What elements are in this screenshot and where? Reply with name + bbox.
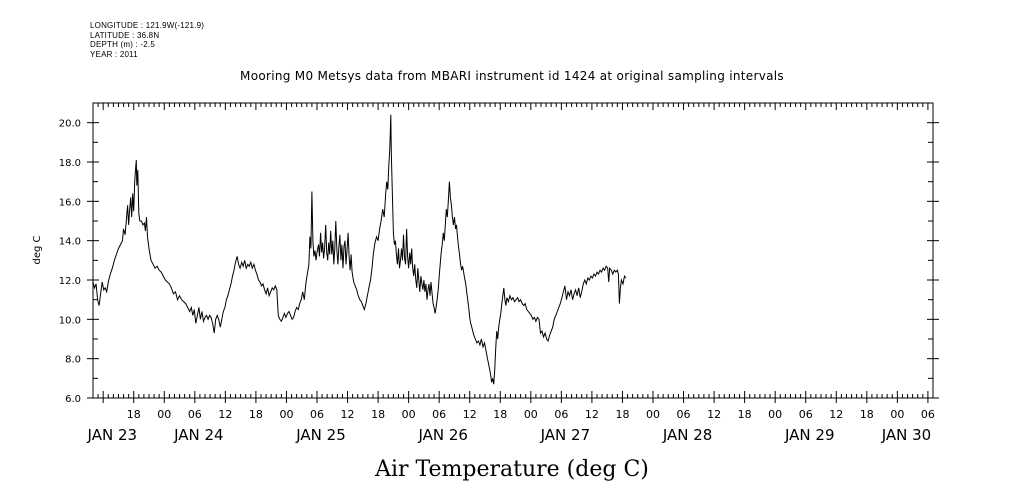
y-tick-label: 8.0 — [65, 355, 81, 366]
x-tick-label: 18 — [860, 408, 874, 421]
x-tick-label: 00 — [890, 408, 904, 421]
latitude-text: LATITUDE : 36.8N — [90, 30, 160, 40]
x-tick-label: 18 — [249, 408, 263, 421]
x-day-label: JAN 29 — [784, 426, 835, 444]
x-tick-label: 06 — [677, 408, 691, 421]
x-day-label: JAN 25 — [295, 426, 346, 444]
x-tick-label: 06 — [921, 408, 935, 421]
series-line-air-temperature — [92, 114, 627, 385]
x-tick-label: 12 — [463, 408, 477, 421]
x-tick-label: 18 — [493, 408, 507, 421]
plot-frame — [92, 102, 934, 399]
y-tick-label: 18.0 — [59, 158, 81, 169]
x-day-label: JAN 30 — [881, 426, 932, 444]
x-tick-label: 06 — [188, 408, 202, 421]
x-day-label: JAN 27 — [540, 426, 591, 444]
x-tick-label: 00 — [646, 408, 660, 421]
x-tick-label: 06 — [432, 408, 446, 421]
y-axis: 6.0 8.0 10.0 12.0 14.0 16.0 18.0 20.0 — [59, 102, 939, 405]
x-tick-label: 18 — [615, 408, 629, 421]
series-group — [92, 114, 627, 385]
x-tick-label: 06 — [310, 408, 324, 421]
x-tick-label: 00 — [402, 408, 416, 421]
x-tick-label: 18 — [738, 408, 752, 421]
metadata-block: LONGITUDE : 121.9W(-121.9) LATITUDE : 36… — [90, 21, 204, 59]
x-tick-label: 00 — [524, 408, 538, 421]
y-tick-label: 20.0 — [59, 119, 81, 130]
y-tick-label: 14.0 — [59, 237, 81, 248]
x-tick-label: 06 — [554, 408, 568, 421]
x-tick-label: 18 — [127, 408, 141, 421]
longitude-text: LONGITUDE : 121.9W(-121.9) — [90, 21, 205, 30]
x-tick-label: 12 — [218, 408, 232, 421]
x-day-label: JAN 28 — [662, 426, 713, 444]
x-day-label: JAN 24 — [173, 426, 224, 444]
y-tick-label: 12.0 — [59, 276, 81, 287]
x-axis: 18 00 06 12 18 00 06 12 18 00 06 12 18 00 06 12 18 00 06 12… — [87, 103, 935, 444]
depth-text: DEPTH (m) : -2.5 — [90, 40, 155, 49]
x-tick-label: 12 — [829, 408, 843, 421]
y-tick-label: 16.0 — [59, 197, 81, 208]
x-tick-label: 12 — [341, 408, 355, 421]
x-tick-label: 12 — [707, 408, 721, 421]
x-tick-label: 18 — [371, 408, 385, 421]
x-tick-label: 00 — [157, 408, 171, 421]
x-day-label: JAN 23 — [87, 426, 138, 444]
year-text: YEAR : 2011 — [90, 49, 138, 59]
x-axis-label: Air Temperature (deg C) — [374, 457, 649, 482]
y-axis-label: deg C — [32, 235, 43, 264]
chart-title: Mooring M0 Metsys data from MBARI instru… — [240, 69, 784, 83]
x-tick-label: 00 — [768, 408, 782, 421]
y-tick-label: 6.0 — [65, 394, 81, 405]
x-tick-label: 00 — [279, 408, 293, 421]
y-tick-label: 10.0 — [59, 315, 81, 326]
x-day-label: JAN 26 — [417, 426, 468, 444]
x-tick-label: 12 — [585, 408, 599, 421]
x-tick-label: 06 — [799, 408, 813, 421]
